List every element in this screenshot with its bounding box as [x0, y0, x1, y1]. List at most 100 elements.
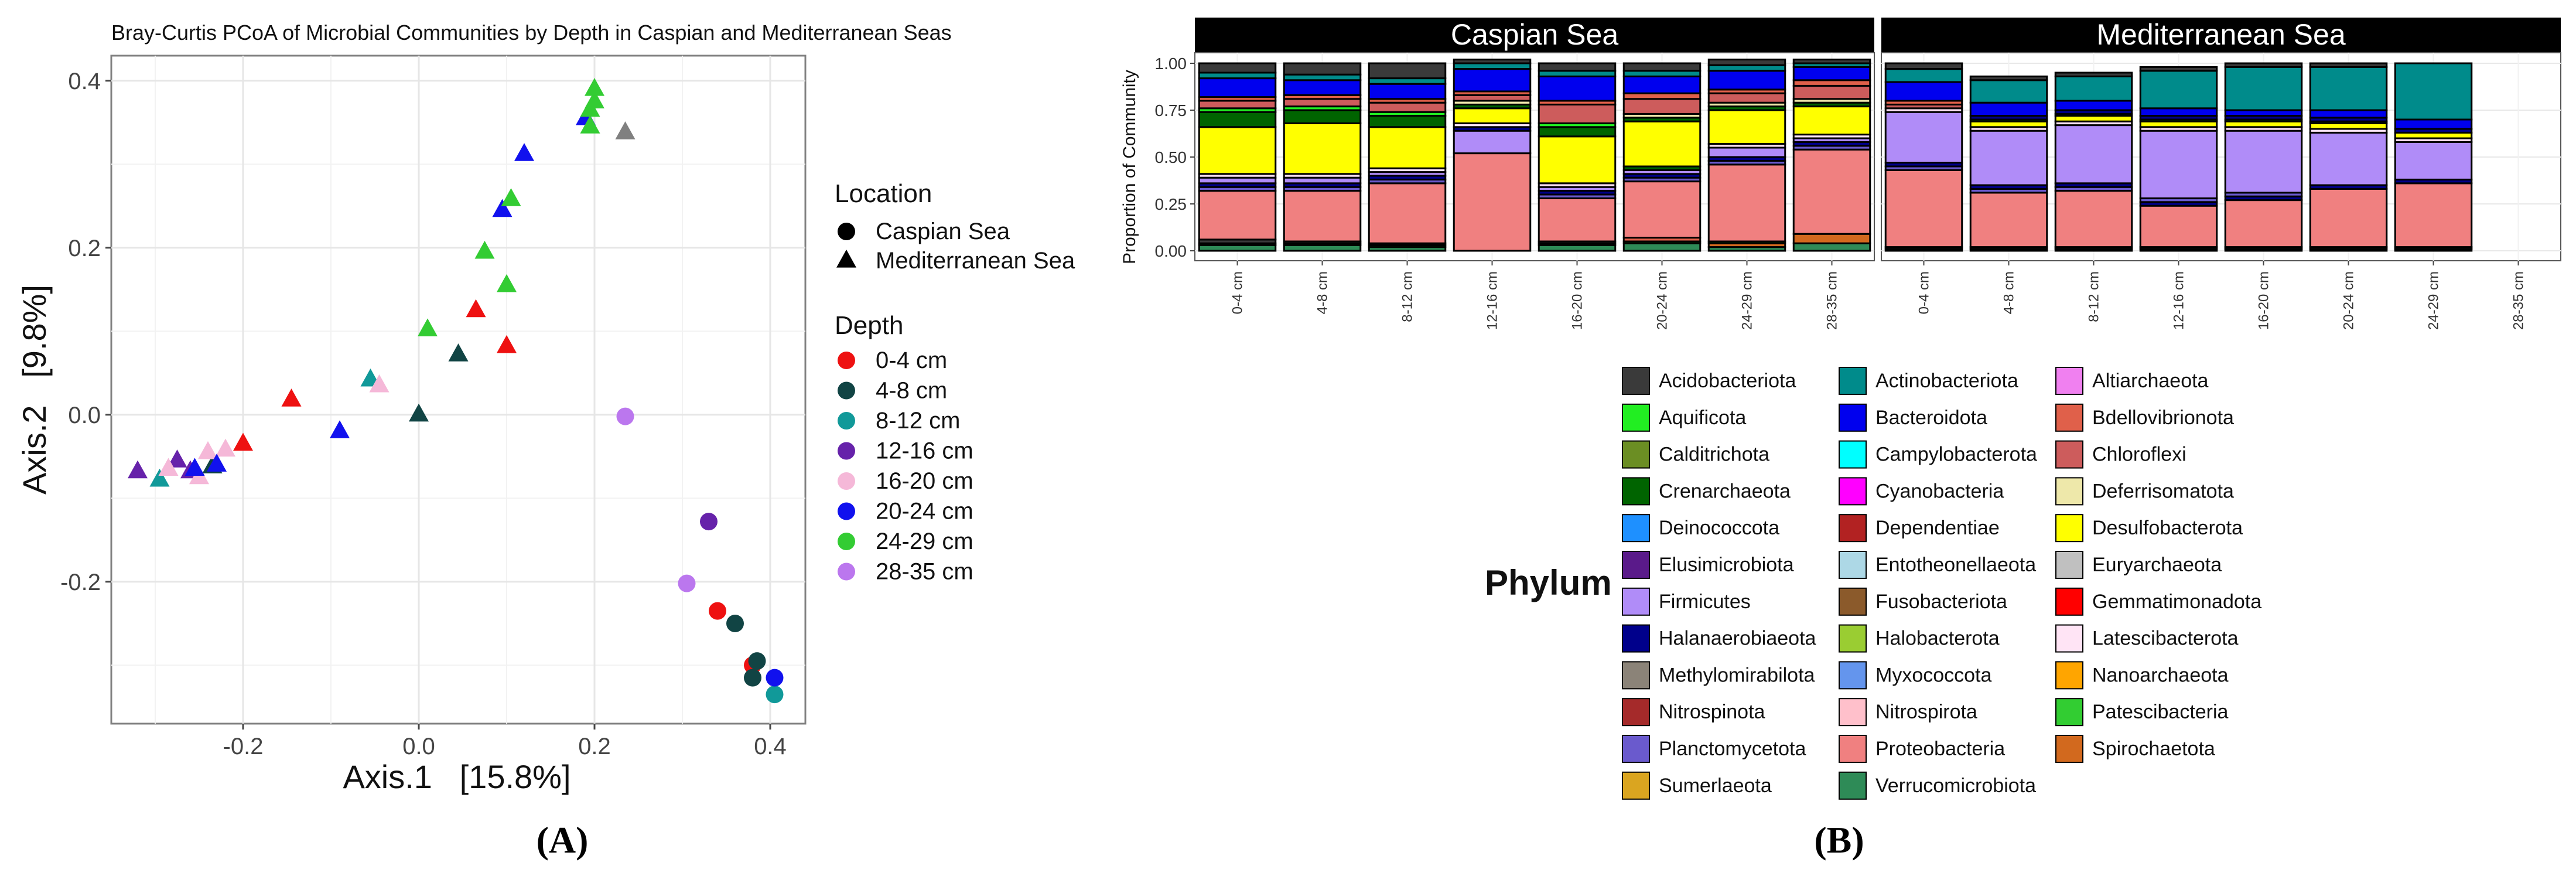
legend-depth-key [838, 381, 855, 400]
legend-key-nanoarchaeota [2055, 661, 2083, 690]
legend-label-entotheonellaeota: Entotheonellaeota [1875, 554, 2036, 576]
legend-key-bacteroidota [1839, 403, 1867, 432]
panel-a-y-axis-label: Axis.2 [9.8%] [16, 285, 53, 495]
y-tick-label: 0.2 [68, 236, 101, 261]
bar-segment [1283, 98, 1362, 108]
x-tick-label: 28-35 cm [1825, 271, 1840, 330]
bar-segment [1198, 77, 1277, 98]
legend-key-latescibacterota [2055, 624, 2083, 653]
x-tick-label: 0.4 [754, 734, 787, 759]
bar-segment [1453, 59, 1532, 64]
legend-depth-title: Depth [835, 311, 903, 340]
panel-a-label: (A) [537, 819, 589, 861]
bar-segment [1283, 190, 1362, 243]
bar-segment [1538, 135, 1617, 185]
y-tick-label: 0.4 [68, 69, 101, 94]
legend-depth-label: 28-35 cm [876, 559, 973, 585]
bar-segment [1884, 68, 1963, 83]
panel-a-x-axis-label: Axis.1 [15.8%] [343, 758, 570, 795]
legend-depth-key [838, 563, 855, 581]
panel-b-y-axis-label: Proportion of Community [1120, 70, 1139, 264]
bar-segment [2309, 131, 2388, 186]
data-point-triangle [448, 343, 469, 362]
facet-mediterranean-sea: Mediterranean Sea 0-4 cm 4-8 cm 8-12 cm 12-1… [1881, 18, 2561, 330]
x-tick-label: 20-24 cm [2341, 271, 2357, 330]
data-point-triangle [474, 240, 495, 259]
legend-label-verrucomicrobiota: Verrucomicrobiota [1875, 775, 2036, 797]
legend-label-crenarchaeota: Crenarchaeota [1659, 480, 1791, 502]
y-tick-label: 1.00 [1155, 54, 1187, 73]
x-tick-label: 12-16 cm [2171, 271, 2187, 330]
data-point-circle [766, 669, 784, 687]
bar-segment [1792, 233, 1871, 244]
data-point-triangle [233, 432, 253, 451]
bar-segment [1884, 62, 1963, 70]
legend-key-nitrospinota [1622, 698, 1650, 727]
bar-segment [1707, 59, 1786, 66]
bar-segment [2309, 109, 2388, 119]
bar-segment [1969, 79, 2048, 104]
legend-triangle-key [836, 250, 856, 268]
x-tick-label: 24-29 cm [1740, 271, 1755, 330]
legend-location-label: Caspian Sea [876, 219, 1010, 244]
bar-segment [1453, 129, 1532, 155]
legend-label-latescibacterota: Latescibacterota [2092, 628, 2239, 650]
legend-key-euryarchaeota [2055, 551, 2083, 579]
data-point-circle [709, 602, 726, 620]
bar-segment [1884, 111, 1963, 164]
bar-segment [2309, 188, 2388, 248]
legend-depth-label: 12-16 cm [876, 438, 973, 464]
legend-key-calditrichota [1622, 440, 1650, 469]
bar-segment [1792, 105, 1871, 136]
legend-key-elusimicrobiota [1622, 551, 1650, 579]
bar-segment [1622, 180, 1702, 239]
x-tick-label: 20-24 cm [1655, 271, 1670, 330]
data-point-triangle [615, 121, 636, 139]
x-tick-label: 16-20 cm [2256, 271, 2272, 330]
legend-key-deinococcota [1622, 514, 1650, 543]
legend-label-nitrospirota: Nitrospirota [1875, 701, 1977, 723]
bar-segment [1538, 126, 1617, 138]
legend-depth-key [838, 442, 855, 460]
legend-label-acidobacteriota: Acidobacteriota [1659, 370, 1796, 392]
data-point-triangle [497, 335, 517, 353]
bar-segment [1538, 62, 1617, 72]
data-point-triangle [167, 449, 187, 468]
bar-segment [1538, 75, 1617, 102]
legend-label-desulfobacterota: Desulfobacterota [2092, 517, 2243, 539]
legend-key-proteobacteria [1839, 735, 1867, 763]
bar-segment [2139, 66, 2218, 72]
data-point-triangle [216, 438, 235, 457]
legend-label-sumerlaeota: Sumerlaeota [1659, 775, 1772, 797]
bar-segment [1969, 192, 2048, 248]
legend-key-myxococcota [1839, 661, 1867, 690]
bar-segment [1884, 81, 1963, 102]
bar-segment [1198, 126, 1277, 175]
legend-depth-label: 24-29 cm [876, 529, 973, 554]
bar-segment [2139, 70, 2218, 110]
legend-label-campylobacterota: Campylobacterota [1875, 444, 2037, 466]
bar-segment [2054, 75, 2133, 102]
x-tick-label: 24-29 cm [2426, 271, 2442, 330]
data-point-triangle [330, 420, 350, 438]
bar-segment [2054, 100, 2133, 111]
legend-key-patescibacteria [2055, 698, 2083, 727]
bar-segment [2394, 182, 2473, 248]
x-tick-label: 0.0 [402, 734, 435, 759]
panel-b-stacked-bar: Proportion of Community Caspian Sea 0-4 c… [1120, 18, 2561, 861]
bar-segment [1368, 83, 1447, 100]
data-point-circle [616, 407, 634, 425]
panel-b-legend: Acidobacteriota Actinobacteriota Altiarcha… [1622, 367, 2261, 800]
legend-key-spirochaetota [2055, 735, 2083, 763]
bar-segment [1453, 107, 1532, 124]
legend-label-fusobacteriota: Fusobacteriota [1875, 591, 2007, 613]
data-point-triangle [418, 318, 438, 337]
facet-caspian-sea: Caspian Sea 0-4 cm 4-8 cm 8-12 cm 12-16 cm 16… [1194, 18, 1875, 330]
legend-label-planctomycetota: Planctomycetota [1659, 738, 1806, 760]
bar-segment [2224, 66, 2303, 111]
bar-segment [1198, 100, 1277, 110]
legend-label-cyanobacteria: Cyanobacteria [1875, 480, 2004, 502]
legend-label-calditrichota: Calditrichota [1659, 444, 1769, 466]
bar-segment [1792, 148, 1871, 235]
